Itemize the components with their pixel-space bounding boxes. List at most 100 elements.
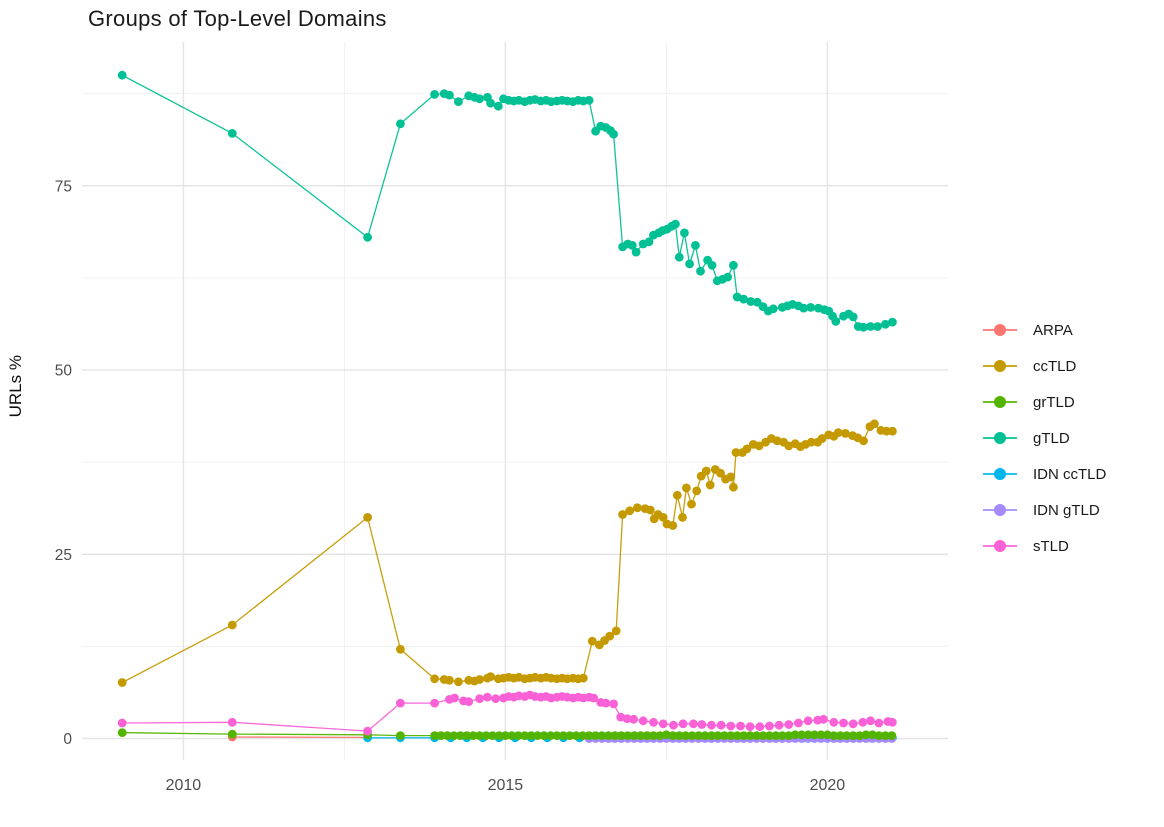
y-tick-label: 75 bbox=[55, 178, 72, 195]
data-point-cctld bbox=[363, 513, 372, 522]
data-point-gtld bbox=[445, 90, 454, 100]
data-point-cctld bbox=[611, 626, 621, 636]
data-point-stld bbox=[669, 720, 678, 730]
data-point-cctld bbox=[587, 636, 597, 646]
data-point-gtld bbox=[723, 272, 732, 282]
data-point-cctld bbox=[687, 499, 696, 509]
data-point-cctld bbox=[486, 672, 495, 681]
data-point-grtld bbox=[623, 731, 633, 740]
data-point-stld bbox=[117, 718, 127, 728]
data-point-gtld bbox=[644, 237, 654, 247]
legend-label: ARPA bbox=[1033, 321, 1073, 339]
data-point-grtld bbox=[739, 731, 749, 740]
legend-key-dot bbox=[994, 396, 1006, 408]
data-point-cctld bbox=[454, 677, 463, 687]
data-point-stld bbox=[707, 720, 716, 730]
data-point-stld bbox=[745, 722, 755, 732]
data-point-grtld bbox=[501, 731, 510, 740]
data-point-cctld bbox=[806, 437, 816, 447]
data-point-grtld bbox=[610, 731, 620, 740]
data-point-stld bbox=[858, 717, 868, 727]
data-point-grtld bbox=[468, 731, 478, 740]
data-point-cctld bbox=[716, 468, 725, 478]
data-point-grtld bbox=[823, 730, 832, 740]
data-point-grtld bbox=[810, 730, 819, 740]
data-point-grtld bbox=[513, 731, 523, 740]
data-point-grtld bbox=[777, 731, 787, 740]
data-point-grtld bbox=[475, 731, 484, 740]
data-point-stld bbox=[839, 718, 848, 728]
data-point-stld bbox=[829, 717, 839, 727]
legend-item-idn-cctld: IDN ccTLD bbox=[983, 456, 1106, 492]
legend-key-dot bbox=[994, 432, 1006, 444]
data-point-cctld bbox=[678, 513, 687, 522]
data-point-stld bbox=[726, 721, 736, 731]
data-point-grtld bbox=[436, 731, 446, 740]
data-point-grtld bbox=[578, 731, 588, 740]
data-point-grtld bbox=[559, 731, 568, 740]
data-point-cctld bbox=[742, 444, 752, 454]
legend-item-idn-gtld: IDN gTLD bbox=[983, 492, 1106, 528]
data-point-grtld bbox=[494, 731, 504, 740]
data-point-grtld bbox=[765, 731, 774, 740]
data-point-grtld bbox=[636, 731, 645, 740]
data-point-grtld bbox=[829, 731, 839, 740]
data-point-cctld bbox=[859, 436, 868, 446]
data-point-stld bbox=[736, 721, 745, 731]
data-point-cctld bbox=[705, 480, 715, 490]
data-point-grtld bbox=[533, 731, 542, 740]
data-point-grtld bbox=[539, 731, 549, 740]
data-point-gtld bbox=[454, 97, 463, 107]
data-point-grtld bbox=[720, 731, 729, 740]
data-point-cctld bbox=[668, 521, 678, 530]
data-point-stld bbox=[491, 694, 501, 704]
data-point-grtld bbox=[861, 730, 871, 740]
data-point-grtld bbox=[855, 731, 864, 740]
data-point-gtld bbox=[831, 317, 841, 326]
data-point-grtld bbox=[874, 731, 884, 740]
data-point-gtld bbox=[117, 70, 127, 80]
data-point-gtld bbox=[493, 101, 503, 111]
data-point-stld bbox=[803, 716, 813, 726]
data-point-grtld bbox=[552, 731, 562, 740]
data-point-cctld bbox=[445, 675, 454, 685]
data-point-gtld bbox=[696, 266, 705, 276]
data-point-gtld bbox=[685, 259, 694, 269]
data-point-grtld bbox=[396, 731, 405, 740]
data-point-gtld bbox=[888, 317, 897, 327]
legend-key-icon bbox=[983, 395, 1017, 409]
data-point-grtld bbox=[507, 731, 517, 740]
data-point-cctld bbox=[817, 434, 827, 443]
data-point-stld bbox=[848, 719, 858, 729]
data-point-gtld bbox=[873, 322, 882, 331]
data-point-gtld bbox=[729, 260, 738, 270]
data-point-stld bbox=[678, 719, 688, 729]
data-point-cctld bbox=[729, 482, 738, 492]
data-point-grtld bbox=[803, 730, 813, 740]
data-point-gtld bbox=[848, 312, 858, 322]
data-point-cctld bbox=[658, 513, 668, 522]
legend-label: ccTLD bbox=[1033, 357, 1077, 375]
legend-label: IDN gTLD bbox=[1033, 501, 1100, 519]
data-point-cctld bbox=[701, 466, 711, 476]
data-point-gtld bbox=[707, 260, 717, 270]
data-point-cctld bbox=[625, 506, 635, 516]
data-point-cctld bbox=[117, 678, 127, 687]
data-point-grtld bbox=[700, 731, 710, 740]
legend-label: IDN ccTLD bbox=[1033, 465, 1107, 483]
legend-key-dot bbox=[994, 540, 1006, 552]
legend-key-icon bbox=[983, 323, 1017, 337]
data-point-stld bbox=[464, 697, 474, 706]
legend-key-icon bbox=[983, 467, 1017, 481]
data-point-stld bbox=[601, 698, 611, 708]
legend-label: sTLD bbox=[1033, 537, 1069, 555]
data-point-stld bbox=[589, 693, 598, 703]
data-point-stld bbox=[774, 720, 784, 730]
data-point-grtld bbox=[752, 731, 761, 740]
data-point-stld bbox=[689, 719, 698, 729]
data-point-grtld bbox=[732, 731, 742, 740]
data-point-cctld bbox=[726, 472, 736, 482]
data-point-cctld bbox=[841, 429, 850, 438]
data-point-grtld bbox=[848, 731, 858, 740]
data-point-cctld bbox=[870, 419, 879, 429]
